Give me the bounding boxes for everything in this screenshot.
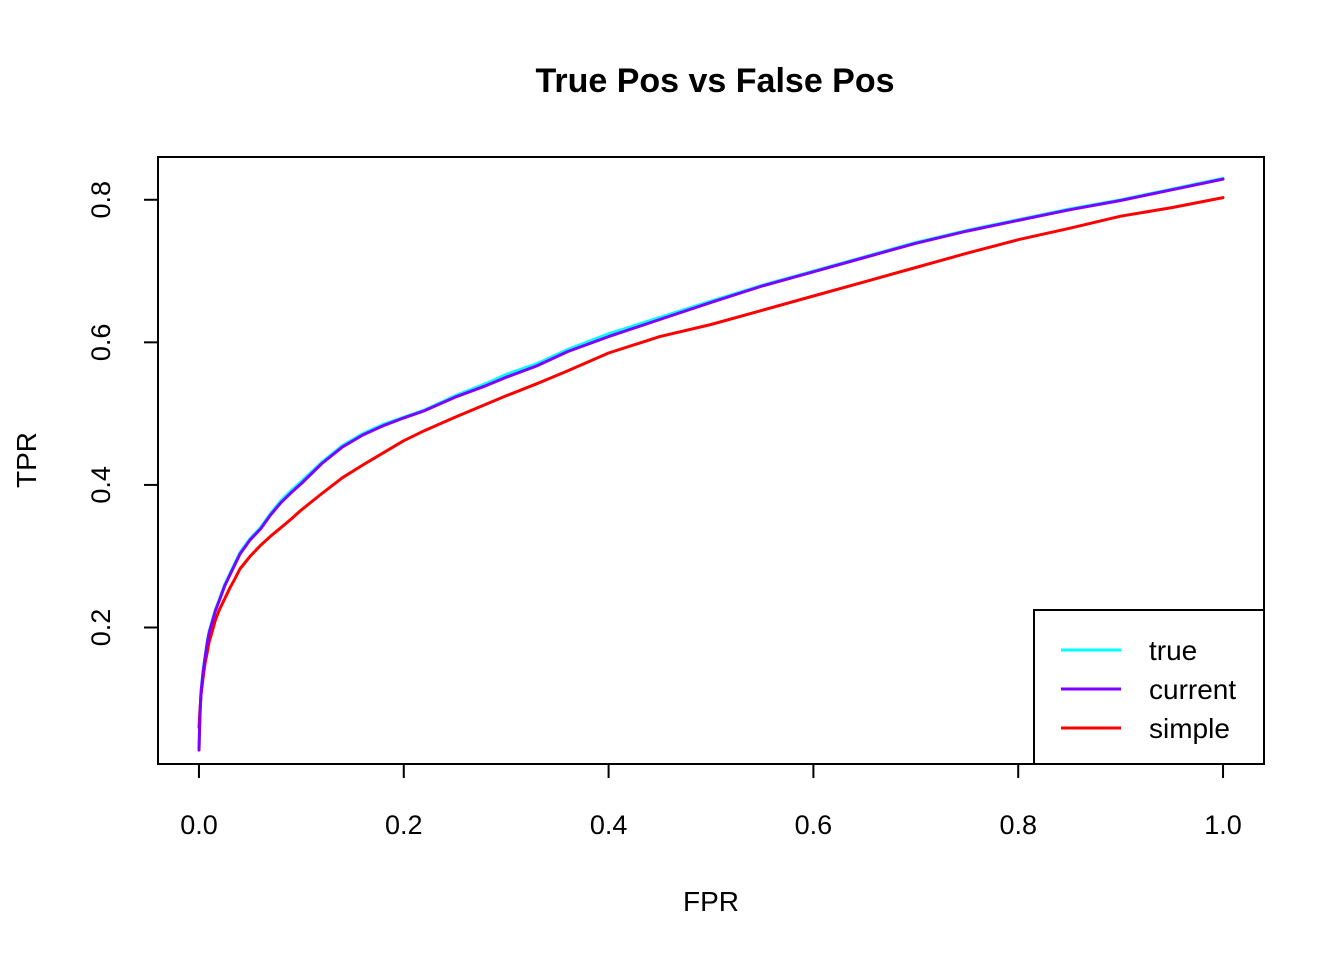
- x-axis: 0.0 0.2 0.4 0.6 0.8 1.0: [180, 763, 1242, 840]
- legend-label-true: true: [1149, 635, 1197, 666]
- series-line-simple: [197, 196, 1225, 729]
- series-line-current: [197, 177, 1225, 752]
- y-tick-label: 0.8: [86, 181, 116, 219]
- legend-box: [1033, 609, 1265, 765]
- x-tick-label: 0.6: [795, 810, 833, 840]
- chart-title: True Pos vs False Pos: [535, 62, 894, 100]
- x-tick-label: 0.2: [385, 810, 423, 840]
- legend-label-simple: simple: [1149, 713, 1230, 744]
- y-tick-label: 0.4: [86, 466, 116, 504]
- x-tick-label: 0.0: [180, 810, 218, 840]
- x-tick-label: 0.8: [999, 810, 1037, 840]
- x-tick-label: 0.4: [590, 810, 628, 840]
- x-tick-label: 1.0: [1204, 810, 1242, 840]
- y-tick-label: 0.2: [86, 609, 116, 647]
- legend-label-current: current: [1149, 674, 1236, 705]
- series-layer: [197, 176, 1225, 752]
- y-tick-label: 0.6: [86, 324, 116, 362]
- y-axis: 0.2 0.4 0.6 0.8: [86, 181, 159, 647]
- y-axis-label: TPR: [11, 432, 42, 488]
- legend: true current simple: [1033, 609, 1265, 765]
- x-axis-label: FPR: [683, 886, 739, 917]
